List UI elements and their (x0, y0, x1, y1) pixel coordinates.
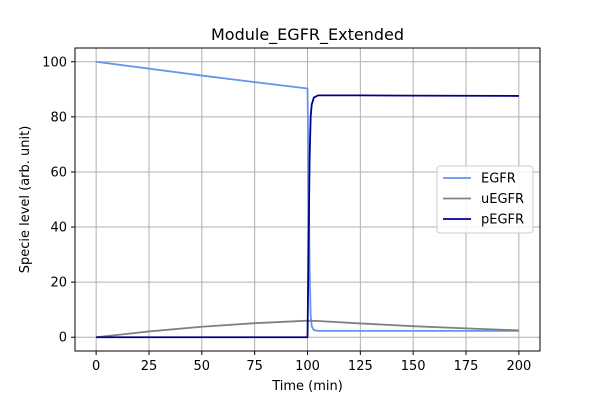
y-tick-label: 0 (59, 331, 67, 346)
x-tick-label: 125 (348, 359, 373, 374)
x-tick-label: 0 (92, 359, 100, 374)
y-tick-label: 40 (50, 221, 67, 236)
x-tick-label: 200 (506, 359, 531, 374)
y-tick-label: 80 (50, 110, 67, 125)
series-layer (96, 60, 519, 339)
y-tick-label: 20 (50, 276, 67, 291)
x-axis-label: Time (min) (271, 379, 343, 394)
y-tick-label: 100 (42, 55, 67, 70)
x-tick-label: 25 (141, 359, 158, 374)
chart-title: Module_EGFR_Extended (211, 25, 404, 45)
x-tick-label: 50 (194, 359, 211, 374)
series-line-uegfr (96, 319, 519, 339)
legend-label: EGFR (481, 172, 516, 187)
x-tick-label: 75 (246, 359, 263, 374)
y-axis-label: Specie level (arb. unit) (18, 126, 33, 274)
series-line-egfr (96, 60, 519, 332)
y-tick-label: 60 (50, 165, 67, 180)
ticks: 0 25 50 75 100 125 150 175 200 0 20 40 60 80 100 (42, 55, 531, 374)
x-tick-label: 150 (401, 359, 426, 374)
x-tick-label: 100 (295, 359, 320, 374)
legend-label: pEGFR (481, 213, 524, 228)
legend-label: uEGFR (481, 192, 524, 207)
series-line-pegfr (96, 94, 519, 339)
x-tick-label: 175 (454, 359, 479, 374)
legend-box (436, 165, 534, 234)
legend: EGFR uEGFR pEGFR (436, 165, 534, 234)
